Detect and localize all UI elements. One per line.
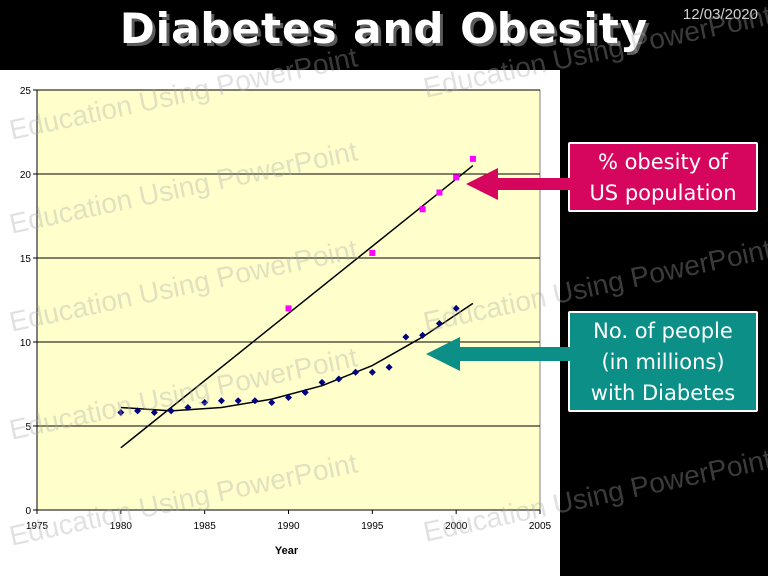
obesity-callout-line-1: % obesity of — [597, 150, 729, 174]
obesity-point — [369, 249, 376, 256]
diabetes-point — [368, 368, 376, 376]
y-tick-label: 25 — [20, 86, 32, 97]
diabetes-point — [385, 363, 393, 371]
obesity-point — [453, 174, 460, 181]
diabetes-point — [117, 409, 125, 417]
x-tick-label: 1990 — [277, 521, 300, 532]
x-tick-label: 1995 — [361, 521, 384, 532]
diabetes-point — [335, 375, 343, 383]
obesity-point — [419, 206, 426, 213]
scatter-chart: 0 5 10 15 20 25 1975 1980 1985 1990 1995 2000 2005 Ye… — [20, 86, 552, 557]
y-tick-label: 5 — [25, 422, 31, 433]
diabetes-callout-line-3: with Diabetes — [590, 381, 736, 405]
x-tick-label: 1980 — [110, 521, 133, 532]
diabetes-point — [318, 378, 326, 386]
x-tick-label: 1975 — [26, 521, 49, 532]
x-tick-label: 2005 — [529, 521, 552, 532]
y-tick-label: 15 — [20, 254, 32, 265]
diabetes-arrow-icon — [426, 337, 570, 371]
slide-date: 12/03/2020 — [682, 6, 758, 23]
x-axis-label: Year — [275, 545, 299, 557]
y-tick-label: 20 — [20, 170, 32, 181]
obesity-point — [436, 189, 443, 196]
obesity-callout: % obesity of US population — [568, 142, 758, 212]
plot-area — [36, 89, 541, 511]
diabetes-point — [435, 320, 443, 328]
obesity-point — [469, 155, 476, 162]
diabetes-point — [419, 331, 427, 339]
obesity-point — [285, 305, 292, 312]
slide-title: Diabetes and Obesity — [119, 4, 649, 53]
diabetes-trendline — [120, 302, 474, 412]
diabetes-point — [285, 393, 292, 401]
y-tick-label: 0 — [25, 506, 31, 517]
diabetes-callout-line-2: (in millions) — [601, 350, 725, 374]
obesity-trendline — [120, 165, 474, 449]
x-tick-label: 2000 — [445, 521, 468, 532]
obesity-callout-line-2: US population — [589, 181, 737, 205]
diabetes-point — [201, 398, 209, 406]
obesity-arrow-icon — [466, 168, 570, 200]
diabetes-point — [452, 304, 460, 312]
diabetes-point — [301, 388, 309, 396]
diabetes-point — [184, 404, 192, 412]
diabetes-callout-line-1: No. of people — [593, 319, 733, 343]
chart-panel: 0 5 10 15 20 25 1975 1980 1985 1990 1995 2000 2005 Ye… — [0, 70, 560, 576]
diabetes-callout: No. of people (in millions) with Diabete… — [568, 311, 758, 412]
diabetes-point — [217, 397, 225, 405]
diabetes-point — [167, 407, 175, 415]
diabetes-point — [251, 397, 259, 405]
diabetes-point — [352, 368, 360, 376]
x-tick-label: 1985 — [194, 521, 217, 532]
diabetes-point — [134, 407, 142, 415]
diabetes-point — [402, 333, 410, 341]
diabetes-point — [150, 409, 158, 417]
diabetes-point — [234, 397, 242, 405]
diabetes-point — [268, 398, 276, 406]
y-tick-label: 10 — [20, 338, 32, 349]
